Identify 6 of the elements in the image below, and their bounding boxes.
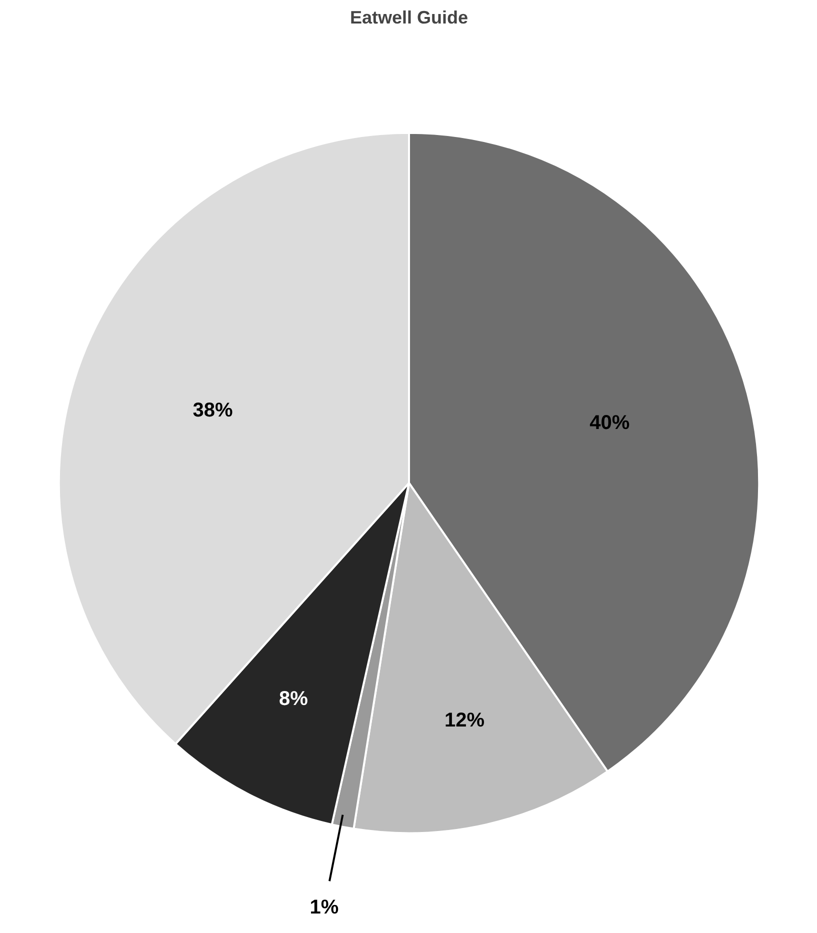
data-label: 12% [444, 709, 485, 732]
data-label: 8% [279, 688, 308, 710]
data-label: 1% [310, 896, 339, 919]
data-label: 40% [590, 412, 630, 434]
data-label: 38% [192, 400, 233, 422]
chart-title: Eatwell Guide [350, 8, 468, 28]
